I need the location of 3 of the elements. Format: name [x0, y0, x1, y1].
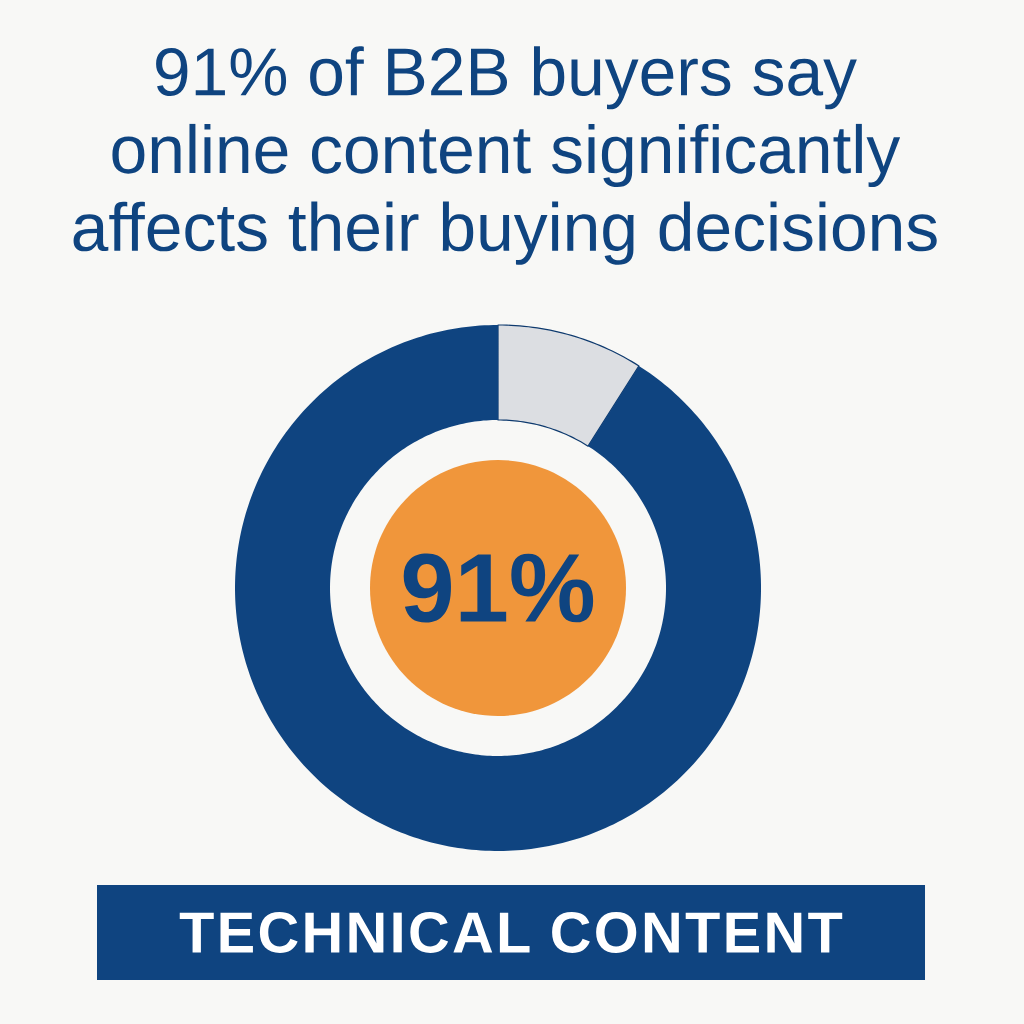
text: TECHNICAL CONTENT [179, 912, 843, 953]
chart-title: 91% of B2B buyers say online content significantly affects their buying decisions [73, 46, 937, 265]
data-label: 91% [403, 553, 594, 623]
